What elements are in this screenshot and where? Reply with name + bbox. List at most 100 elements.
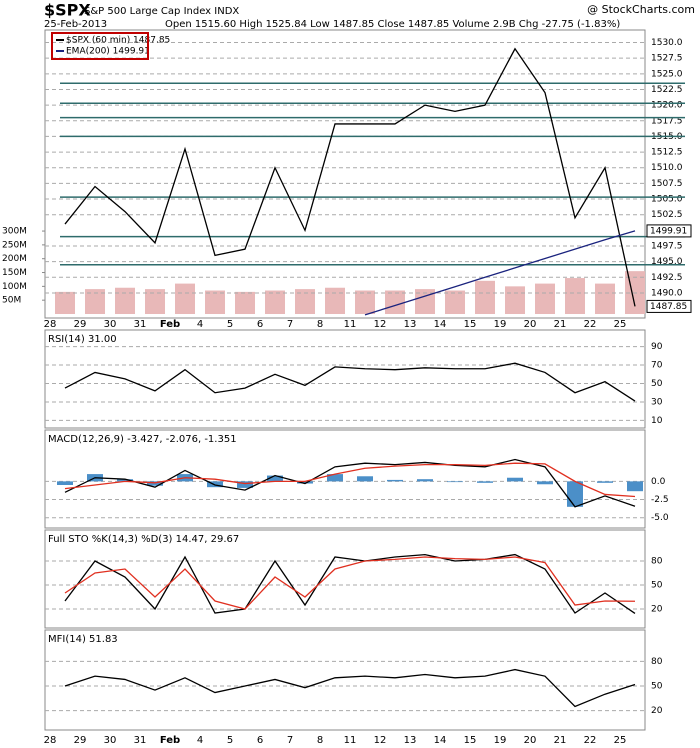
x-tick-label: Feb [160, 319, 180, 330]
volume-bar [265, 290, 285, 314]
series-line [364, 230, 636, 316]
y-tick-label: 1495.0 [651, 257, 683, 267]
x-tick-label: 8 [317, 319, 323, 330]
quote: Open 1515.60 High 1525.84 Low 1487.85 Cl… [165, 19, 620, 30]
x-tick-label: 6 [257, 319, 263, 330]
panel-frame [44, 629, 646, 731]
histogram-bar [507, 477, 523, 482]
panel-title: MFI(14) 51.83 [48, 634, 118, 645]
y-tick-label: 70 [651, 361, 663, 371]
y-tick-label: -5.0 [651, 513, 669, 523]
volume-tick-label: 300M [2, 227, 27, 237]
volume-bar [535, 283, 555, 314]
price-tag [646, 299, 692, 313]
y-tick-label: 1507.5 [651, 179, 683, 189]
y-tick-label: 80 [651, 557, 663, 567]
x-tick-label: 25 [614, 735, 627, 746]
x-tick-label: 25 [614, 319, 627, 330]
volume-bar [445, 290, 465, 314]
panel-title: MACD(12,26,9) -3.427, -2.076, -1.351 [48, 434, 237, 445]
histogram-bar [417, 479, 433, 482]
volume-bar [595, 283, 615, 314]
histogram-bar [327, 474, 343, 482]
histogram-bar [447, 481, 463, 483]
y-tick-label: 1525.0 [651, 69, 683, 79]
price-tag-label: 1487.85 [650, 302, 687, 312]
x-tick-label: 14 [434, 319, 447, 330]
x-tick-label: 28 [44, 319, 57, 330]
y-tick-label: 10 [651, 416, 663, 426]
histogram-bar [597, 481, 613, 483]
volume-bar [55, 291, 75, 314]
x-tick-label: 15 [464, 319, 477, 330]
y-tick-label: 1522.5 [651, 85, 683, 95]
y-tick-label: 80 [651, 657, 663, 667]
histogram-bar [57, 481, 73, 485]
volume-bar [475, 280, 495, 314]
volume-bar [385, 290, 405, 314]
x-tick-label: 7 [287, 735, 293, 746]
volume-tick-label: 50M [2, 296, 21, 306]
histogram-bar [147, 481, 163, 486]
y-tick-label: 20 [651, 706, 663, 716]
series-line [64, 462, 636, 498]
x-tick-label: 28 [44, 735, 57, 746]
histogram-bar [357, 476, 373, 482]
x-tick-label: 12 [374, 735, 387, 746]
y-tick-label: 1512.5 [651, 148, 683, 158]
x-tick-label: 13 [404, 319, 417, 330]
y-tick-label: 1530.0 [651, 38, 683, 48]
y-tick-label: 1520.0 [651, 101, 683, 111]
histogram-bar [297, 481, 313, 484]
chart-title: $SPX [44, 1, 91, 20]
x-tick-label: 13 [404, 735, 417, 746]
x-tick-label: 6 [257, 735, 263, 746]
x-tick-label: 21 [554, 319, 567, 330]
panel-frame [44, 329, 646, 429]
histogram-bar [237, 481, 253, 488]
volume-bar [205, 290, 225, 314]
x-tick-label: 19 [494, 319, 507, 330]
series-line [64, 47, 636, 307]
histogram-bar [267, 475, 283, 482]
volume-bar [295, 289, 315, 314]
volume-bar [415, 289, 435, 314]
y-tick-label: 0.0 [651, 477, 666, 487]
volume-bar [85, 289, 105, 314]
histogram-bar [387, 479, 403, 482]
legend-box [51, 32, 149, 60]
volume-tick-label: 200M [2, 254, 27, 264]
x-tick-label: 21 [554, 735, 567, 746]
panel-title: RSI(14) 31.00 [48, 334, 117, 345]
volume-tick-label: 150M [2, 268, 27, 278]
x-tick-label: 31 [134, 319, 147, 330]
y-tick-label: 50 [651, 682, 663, 692]
x-tick-label: 30 [104, 735, 117, 746]
x-tick-label: 4 [197, 735, 203, 746]
y-tick-label: 1527.5 [651, 54, 683, 64]
y-tick-label: 1497.5 [651, 242, 683, 252]
x-tick-label: 31 [134, 735, 147, 746]
series-line [64, 668, 636, 708]
x-tick-label: 5 [227, 319, 233, 330]
volume-bar [505, 286, 525, 314]
y-tick-label: 1492.5 [651, 273, 683, 283]
panel-frame [44, 429, 646, 529]
y-tick-label: -2.5 [651, 495, 669, 505]
x-tick-label: 29 [74, 735, 87, 746]
series-line [64, 556, 636, 610]
price-tag-label: 1499.91 [650, 226, 687, 236]
series-line [64, 553, 636, 614]
y-tick-label: 1505.0 [651, 195, 683, 205]
volume-bar [565, 278, 585, 314]
volume-bar [145, 289, 165, 314]
x-tick-label: 11 [344, 319, 357, 330]
histogram-bar [117, 479, 133, 482]
x-tick-label: 22 [584, 735, 597, 746]
x-tick-label: 8 [317, 735, 323, 746]
x-tick-label: 15 [464, 735, 477, 746]
volume-bar [325, 287, 345, 314]
histogram-bar [477, 481, 493, 483]
y-tick-label: 1502.5 [651, 210, 683, 220]
